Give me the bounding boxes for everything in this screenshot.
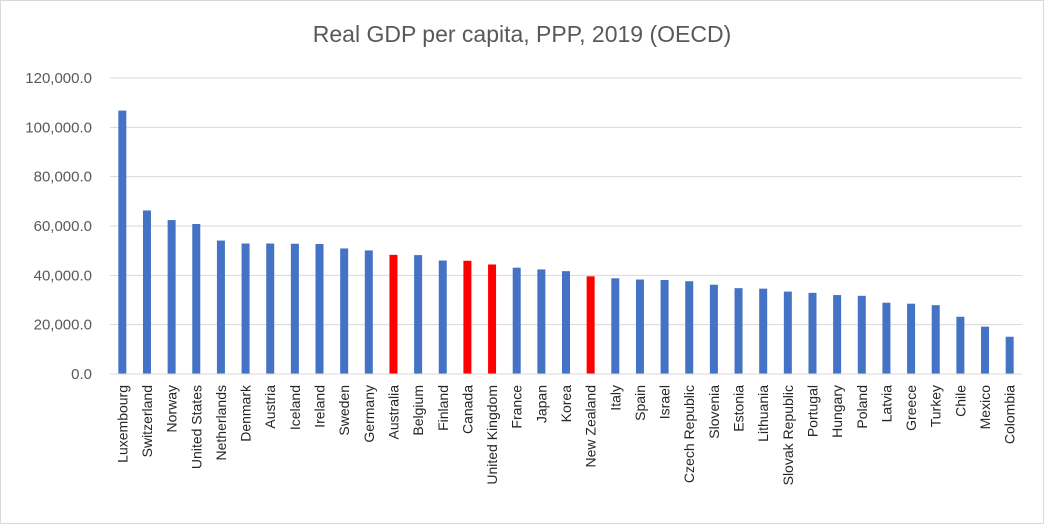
- bar-italy: [611, 278, 620, 374]
- x-tick-label: Italy: [607, 385, 623, 411]
- x-tick-label: Lithuania: [755, 385, 771, 442]
- x-tick-label: Ireland: [312, 385, 328, 428]
- x-tick-label: Latvia: [878, 385, 894, 423]
- bar-greece: [907, 303, 916, 374]
- bar-portugal: [808, 292, 817, 374]
- bar-denmark: [241, 243, 250, 374]
- bar-chile: [956, 316, 965, 374]
- bar-ireland: [315, 244, 324, 374]
- bar-austria: [266, 243, 275, 374]
- y-tick-label: 80,000.0: [34, 169, 92, 186]
- bar-colombia: [1005, 336, 1014, 374]
- x-tick-label: Estonia: [731, 385, 747, 432]
- bar-finland: [438, 260, 447, 374]
- x-tick-label: Belgium: [410, 385, 426, 436]
- bar-hungary: [833, 295, 842, 374]
- bar-united-states: [192, 224, 201, 374]
- bar-lithuania: [759, 288, 768, 374]
- x-tick-label: Turkey: [928, 385, 944, 427]
- y-tick-label: 60,000.0: [34, 218, 92, 235]
- bar-japan: [537, 269, 546, 374]
- bar-turkey: [931, 305, 940, 374]
- bar-slovenia: [709, 284, 718, 374]
- bar-norway: [167, 220, 176, 374]
- bar-poland: [857, 295, 866, 374]
- x-tick-label: Netherlands: [213, 385, 229, 461]
- x-tick-label: Denmark: [238, 384, 254, 442]
- bar-sweden: [340, 248, 349, 374]
- bar-australia: [389, 254, 398, 374]
- bar-switzerland: [142, 210, 151, 374]
- x-tick-label: Chile: [952, 385, 968, 417]
- y-tick-label: 0.0: [71, 366, 92, 383]
- x-tick-label: Finland: [435, 385, 451, 431]
- x-tick-label: Colombia: [1002, 385, 1018, 444]
- bar-spain: [635, 279, 644, 374]
- x-tick-label: Slovak Republic: [780, 385, 796, 485]
- x-tick-label: Portugal: [804, 385, 820, 437]
- x-tick-label: France: [509, 385, 525, 429]
- x-tick-label: Japan: [533, 385, 549, 423]
- bar-united-kingdom: [488, 264, 497, 374]
- bar-mexico: [981, 326, 990, 374]
- y-axis: 0.0 20,000.0 40,000.0 60,000.0 80,000.0 100,0…: [25, 70, 92, 383]
- x-tick-label: Korea: [558, 385, 574, 423]
- bar-new-zealand: [586, 276, 595, 374]
- x-tick-label: Luxembourg: [114, 385, 130, 463]
- y-tick-label: 100,000.0: [25, 119, 92, 136]
- x-tick-label: Mexico: [977, 385, 993, 430]
- x-tick-label: Spain: [632, 385, 648, 421]
- x-tick-label: Hungary: [829, 385, 845, 438]
- y-tick-label: 40,000.0: [34, 267, 92, 284]
- y-tick-label: 120,000.0: [25, 70, 92, 87]
- bar-france: [512, 267, 521, 374]
- bar-latvia: [882, 302, 891, 374]
- x-tick-label: Switzerland: [139, 385, 155, 457]
- x-tick-label: Norway: [164, 385, 180, 432]
- bar-slovak-republic: [783, 291, 792, 374]
- bar-netherlands: [216, 240, 225, 374]
- bar-iceland: [290, 243, 299, 374]
- bar-germany: [364, 250, 373, 374]
- y-tick-label: 20,000.0: [34, 317, 92, 334]
- bar-belgium: [414, 255, 423, 374]
- x-tick-label: United States: [188, 385, 204, 469]
- x-tick-label: Canada: [459, 385, 475, 434]
- x-tick-label: New Zealand: [583, 385, 599, 468]
- bar-luxembourg: [118, 110, 127, 374]
- x-axis: Luxembourg Switzerland Norway United States…: [110, 373, 1022, 485]
- x-tick-label: Slovenia: [706, 385, 722, 439]
- x-tick-label: Iceland: [287, 385, 303, 430]
- x-tick-label: Poland: [854, 385, 870, 429]
- bars: [118, 110, 1014, 374]
- x-tick-label: Sweden: [336, 385, 352, 436]
- x-tick-label: Austria: [262, 385, 278, 429]
- x-tick-label: Australia: [385, 385, 401, 440]
- bar-israel: [660, 280, 669, 374]
- bar-czech-republic: [685, 281, 694, 374]
- x-tick-label: Greece: [903, 385, 919, 431]
- x-tick-label: Israel: [657, 385, 673, 419]
- x-tick-label: United Kingdom: [484, 385, 500, 485]
- x-tick-label: Germany: [361, 385, 377, 443]
- bar-canada: [463, 260, 472, 374]
- x-tick-label: Czech Republic: [681, 385, 697, 483]
- chart-title: Real GDP per capita, PPP, 2019 (OECD): [312, 21, 732, 47]
- bar-estonia: [734, 288, 743, 374]
- bar-korea: [562, 271, 570, 374]
